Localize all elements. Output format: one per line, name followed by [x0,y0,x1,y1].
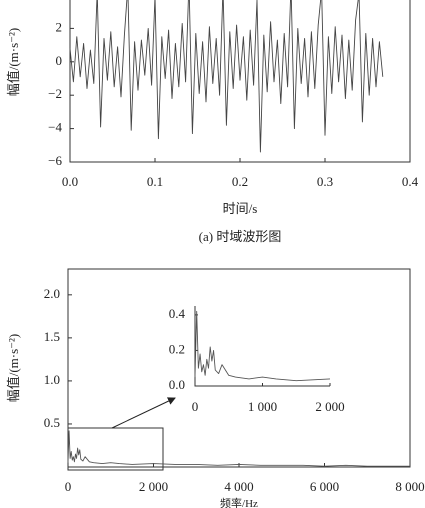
y-tick-label: 1.0 [44,372,60,387]
y-tick-label: −4 [48,120,62,135]
inset-x-tick-label: 2 000 [315,399,344,414]
x-tick-label: 0 [65,479,72,494]
x-tick-label: 0.4 [402,174,419,189]
x-tick-label: 8 000 [395,479,424,494]
signal-line [67,430,410,467]
y-axis-label: 幅值/(m·s⁻²) [6,28,21,97]
y-tick-label: −2 [48,86,62,101]
plot-frame [69,0,411,163]
inset-axes [194,306,330,387]
x-tick-label: 0.2 [232,174,248,189]
signal-line [194,310,331,382]
y-tick-label: −6 [48,153,62,168]
inset-y-tick-label: 0.0 [169,377,185,392]
y-tick-label: 2.0 [44,286,60,301]
caption: (a) 时域波形图 [199,229,282,244]
x-tick-label: 0.1 [147,174,163,189]
x-tick-label: 2 000 [139,479,168,494]
x-tick-label: 0.3 [317,174,333,189]
x-tick-label: 0.0 [62,174,78,189]
plot-frame [67,268,411,468]
x-axis-label: 时间/s [223,201,258,216]
inset-y-tick-label: 0.2 [169,341,185,356]
y-tick-label: 4 [56,0,63,1]
inset-y-tick-label: 0.4 [169,306,186,321]
inset-x-tick-label: 1 000 [248,399,277,414]
x-tick-label: 4 000 [224,479,253,494]
zoom-arrow [111,397,176,429]
y-tick-label: 1.5 [44,329,60,344]
signal-line [69,0,384,153]
y-tick-label: 2 [56,19,63,34]
y-tick-label: 0.5 [44,415,60,430]
y-axis-label: 幅值/(m·s⁻²) [6,334,21,403]
inset-x-tick-label: 0 [192,399,199,414]
y-tick-label: 0 [56,53,63,68]
x-axis-label: 频率/Hz [220,496,258,508]
x-tick-label: 6 000 [310,479,339,494]
